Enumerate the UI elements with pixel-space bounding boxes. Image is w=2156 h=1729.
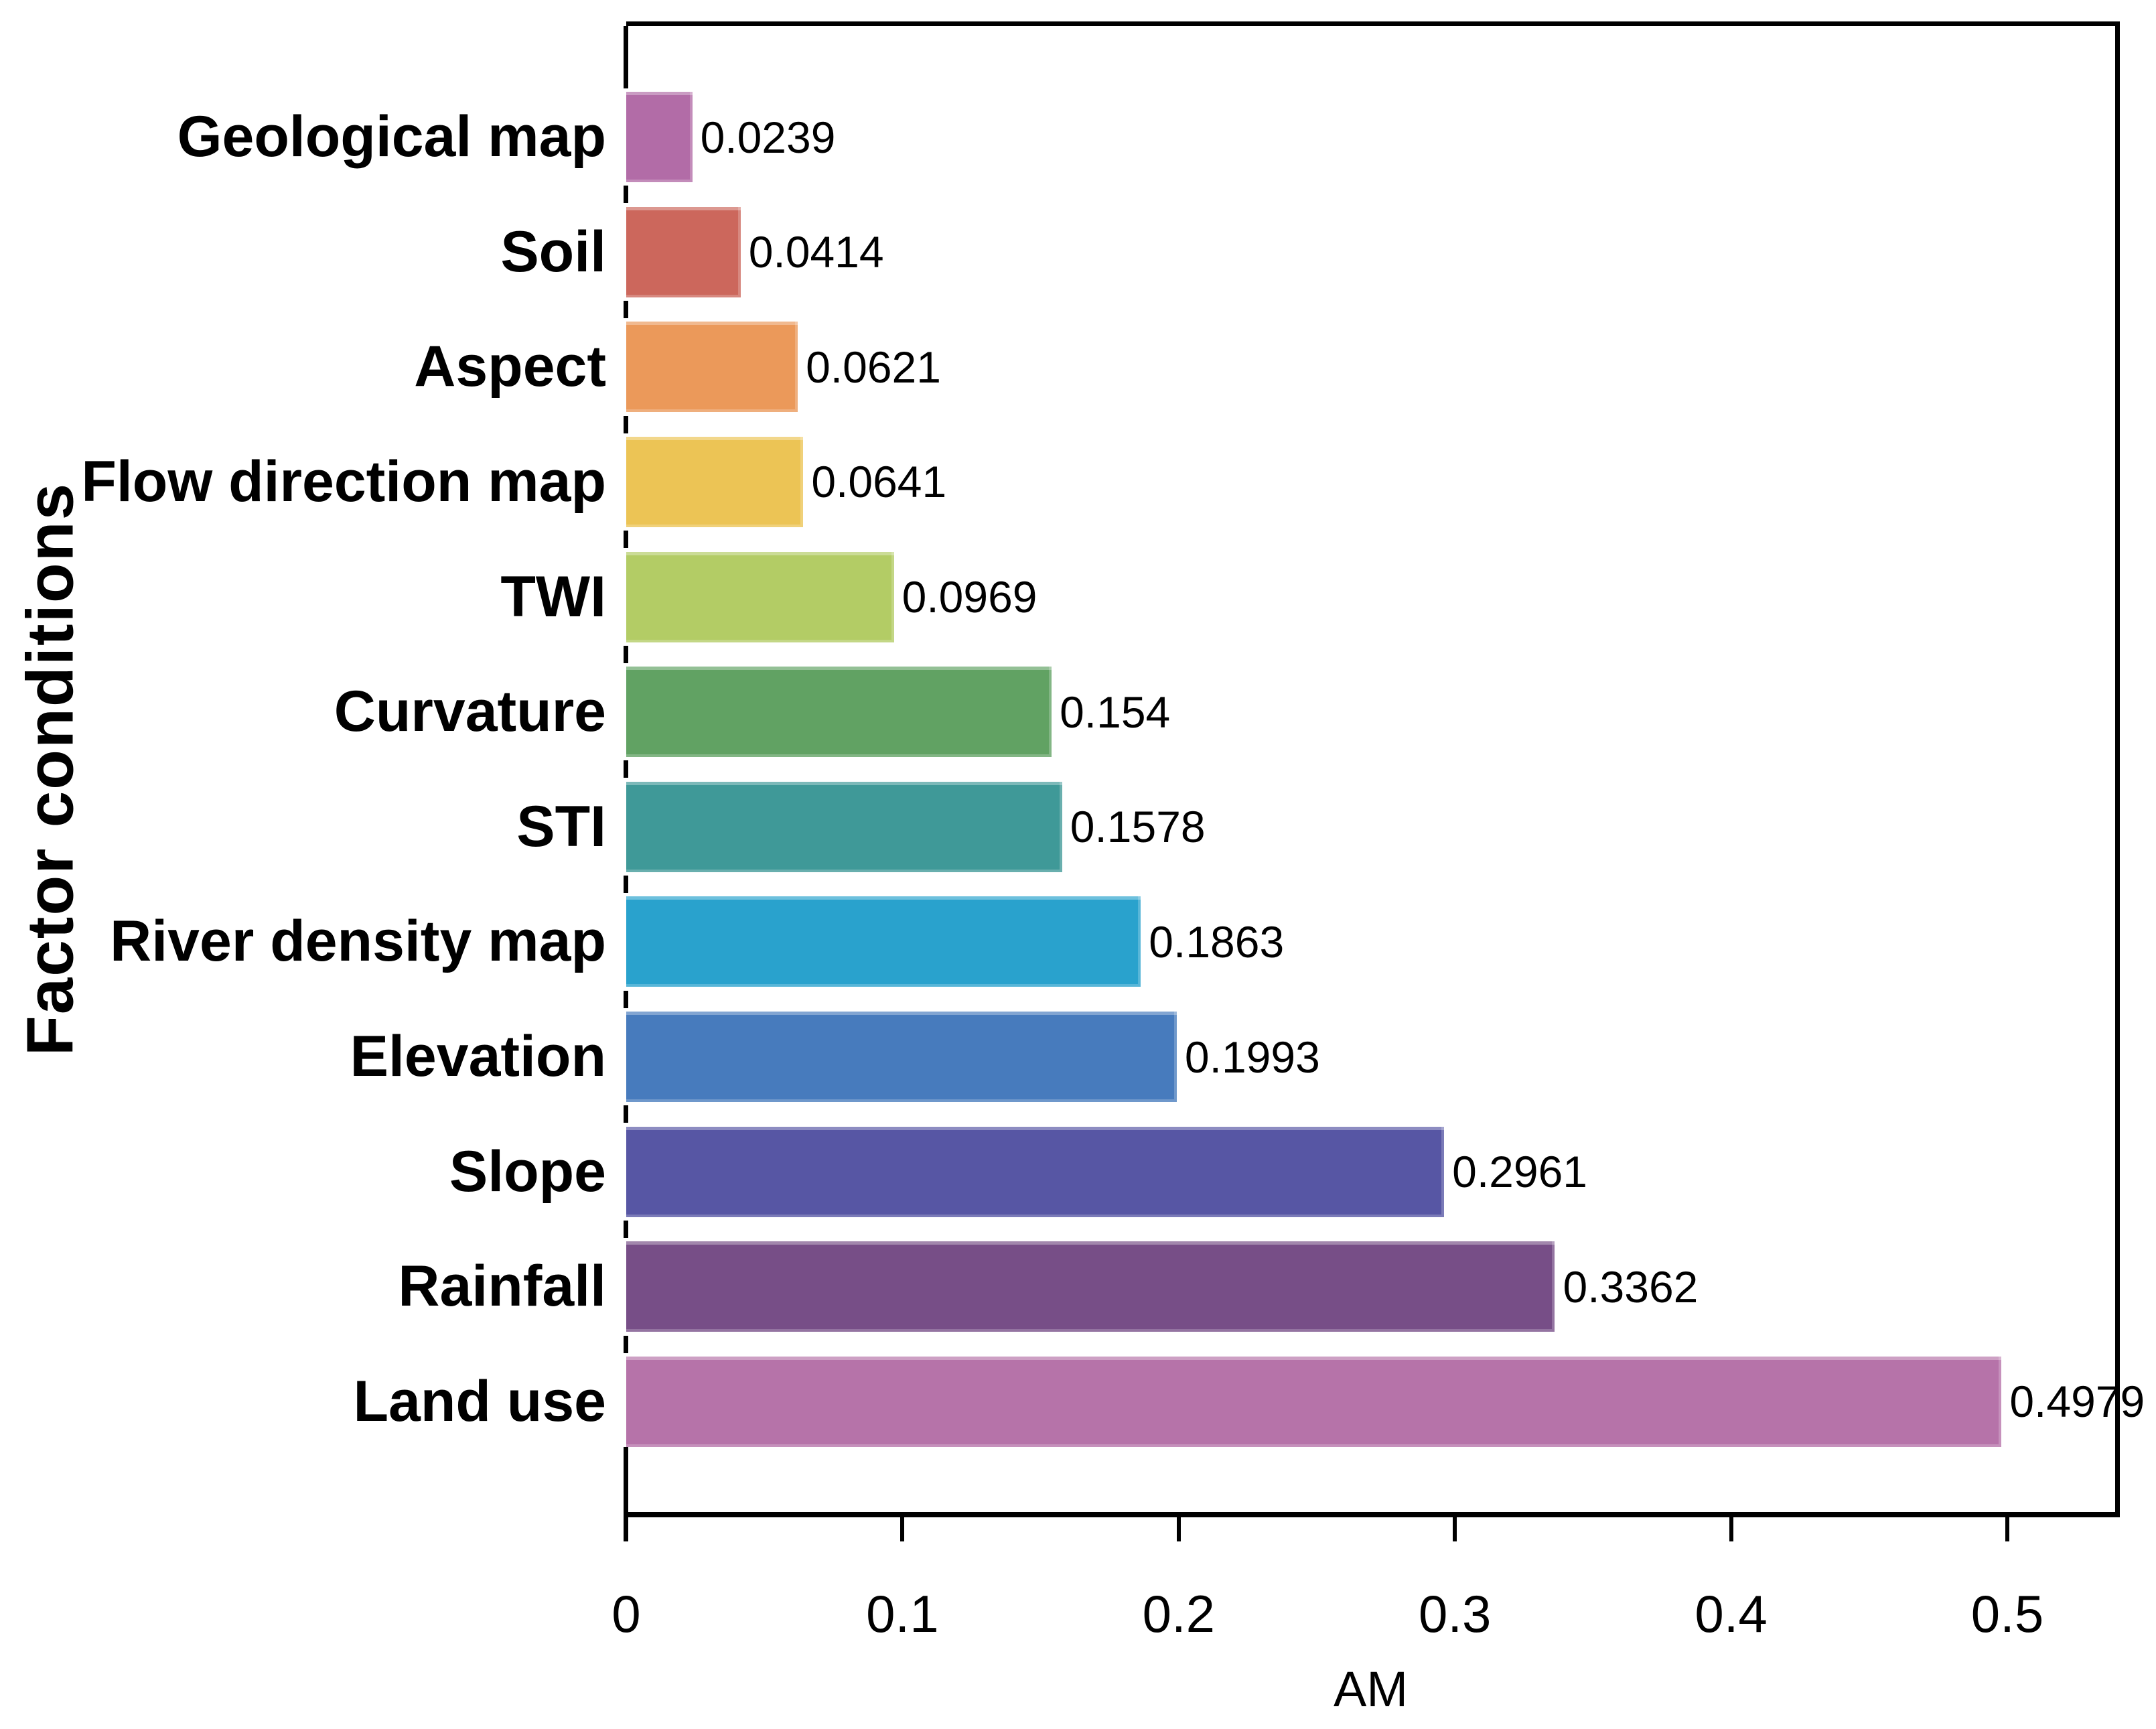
value-label-rainfall: 0.3362: [1563, 1261, 1699, 1312]
y-axis-tick: [624, 1221, 628, 1239]
value-label-twi: 0.0969: [902, 572, 1037, 622]
bar-geological-map: [626, 92, 693, 182]
category-label-flow-direction-map: Flow direction map: [81, 449, 606, 514]
plot-area: Geological map 0.0239 Soil 0.0414 Aspect 0.06…: [81, 21, 2145, 1717]
x-axis-title: AM: [1334, 1661, 1408, 1717]
category-label-rainfall: Rainfall: [398, 1254, 606, 1319]
x-tick-label-0.3: 0.3: [1418, 1584, 1492, 1643]
x-axis-tick: [900, 1517, 905, 1541]
y-axis-tick: [624, 1335, 628, 1353]
value-label-river-density-map: 0.1863: [1149, 916, 1285, 967]
category-label-land-use: Land use: [353, 1369, 606, 1434]
bar-land-use: [626, 1356, 2002, 1447]
y-axis-tick: [624, 415, 628, 433]
x-axis-tick: [2005, 1517, 2009, 1541]
category-label-sti: STI: [516, 794, 606, 859]
x-axis-tick: [1453, 1517, 1457, 1541]
bar-elevation: [626, 1012, 1177, 1103]
value-label-elevation: 0.1993: [1184, 1032, 1320, 1082]
bar-river-density-map: [626, 896, 1141, 987]
y-axis-tick: [624, 645, 628, 663]
y-axis-tick: [624, 531, 628, 549]
x-tick-label-0.2: 0.2: [1142, 1584, 1216, 1643]
y-axis-tick: [624, 990, 628, 1008]
x-tick-label-0: 0: [612, 1584, 641, 1643]
y-axis-tick: [624, 300, 628, 318]
value-label-aspect: 0.0621: [806, 342, 941, 392]
bar-aspect: [626, 322, 798, 413]
x-axis-tick: [1176, 1517, 1181, 1541]
value-label-soil: 0.0414: [748, 227, 884, 277]
category-label-curvature: Curvature: [334, 679, 606, 744]
category-label-soil: Soil: [500, 219, 606, 284]
category-label-twi: TWI: [500, 564, 606, 629]
y-axis-tick: [624, 186, 628, 204]
bar-sti: [626, 781, 1062, 872]
y-axis-tick: [624, 760, 628, 778]
bar-curvature: [626, 667, 1052, 758]
x-tick-label-0.5: 0.5: [1970, 1584, 2044, 1643]
category-label-slope: Slope: [449, 1139, 606, 1204]
category-label-elevation: Elevation: [350, 1024, 606, 1089]
value-label-land-use: 0.4979: [2009, 1377, 2145, 1427]
bar-slope: [626, 1126, 1445, 1217]
bar-rainfall: [626, 1241, 1555, 1332]
x-tick-label-0.1: 0.1: [866, 1584, 939, 1643]
value-label-sti: 0.1578: [1070, 802, 1206, 852]
value-label-slope: 0.2961: [1452, 1147, 1587, 1197]
y-axis-tick: [624, 1105, 628, 1123]
bar-twi: [626, 551, 894, 642]
category-label-geological-map: Geological map: [177, 105, 606, 169]
category-label-aspect: Aspect: [414, 334, 606, 399]
y-axis-segment-bottom: [624, 1446, 628, 1541]
y-axis-segment-top: [624, 26, 628, 88]
value-label-curvature: 0.154: [1060, 687, 1171, 737]
x-axis-tick: [1729, 1517, 1733, 1541]
value-label-geological-map: 0.0239: [700, 112, 836, 162]
category-label-river-density-map: River density map: [110, 909, 606, 974]
y-axis-tick: [624, 876, 628, 894]
x-tick-label-0.4: 0.4: [1695, 1584, 1768, 1643]
bar-flow-direction-map: [626, 436, 804, 527]
bar-soil: [626, 206, 741, 297]
value-label-flow-direction-map: 0.0641: [811, 457, 947, 507]
